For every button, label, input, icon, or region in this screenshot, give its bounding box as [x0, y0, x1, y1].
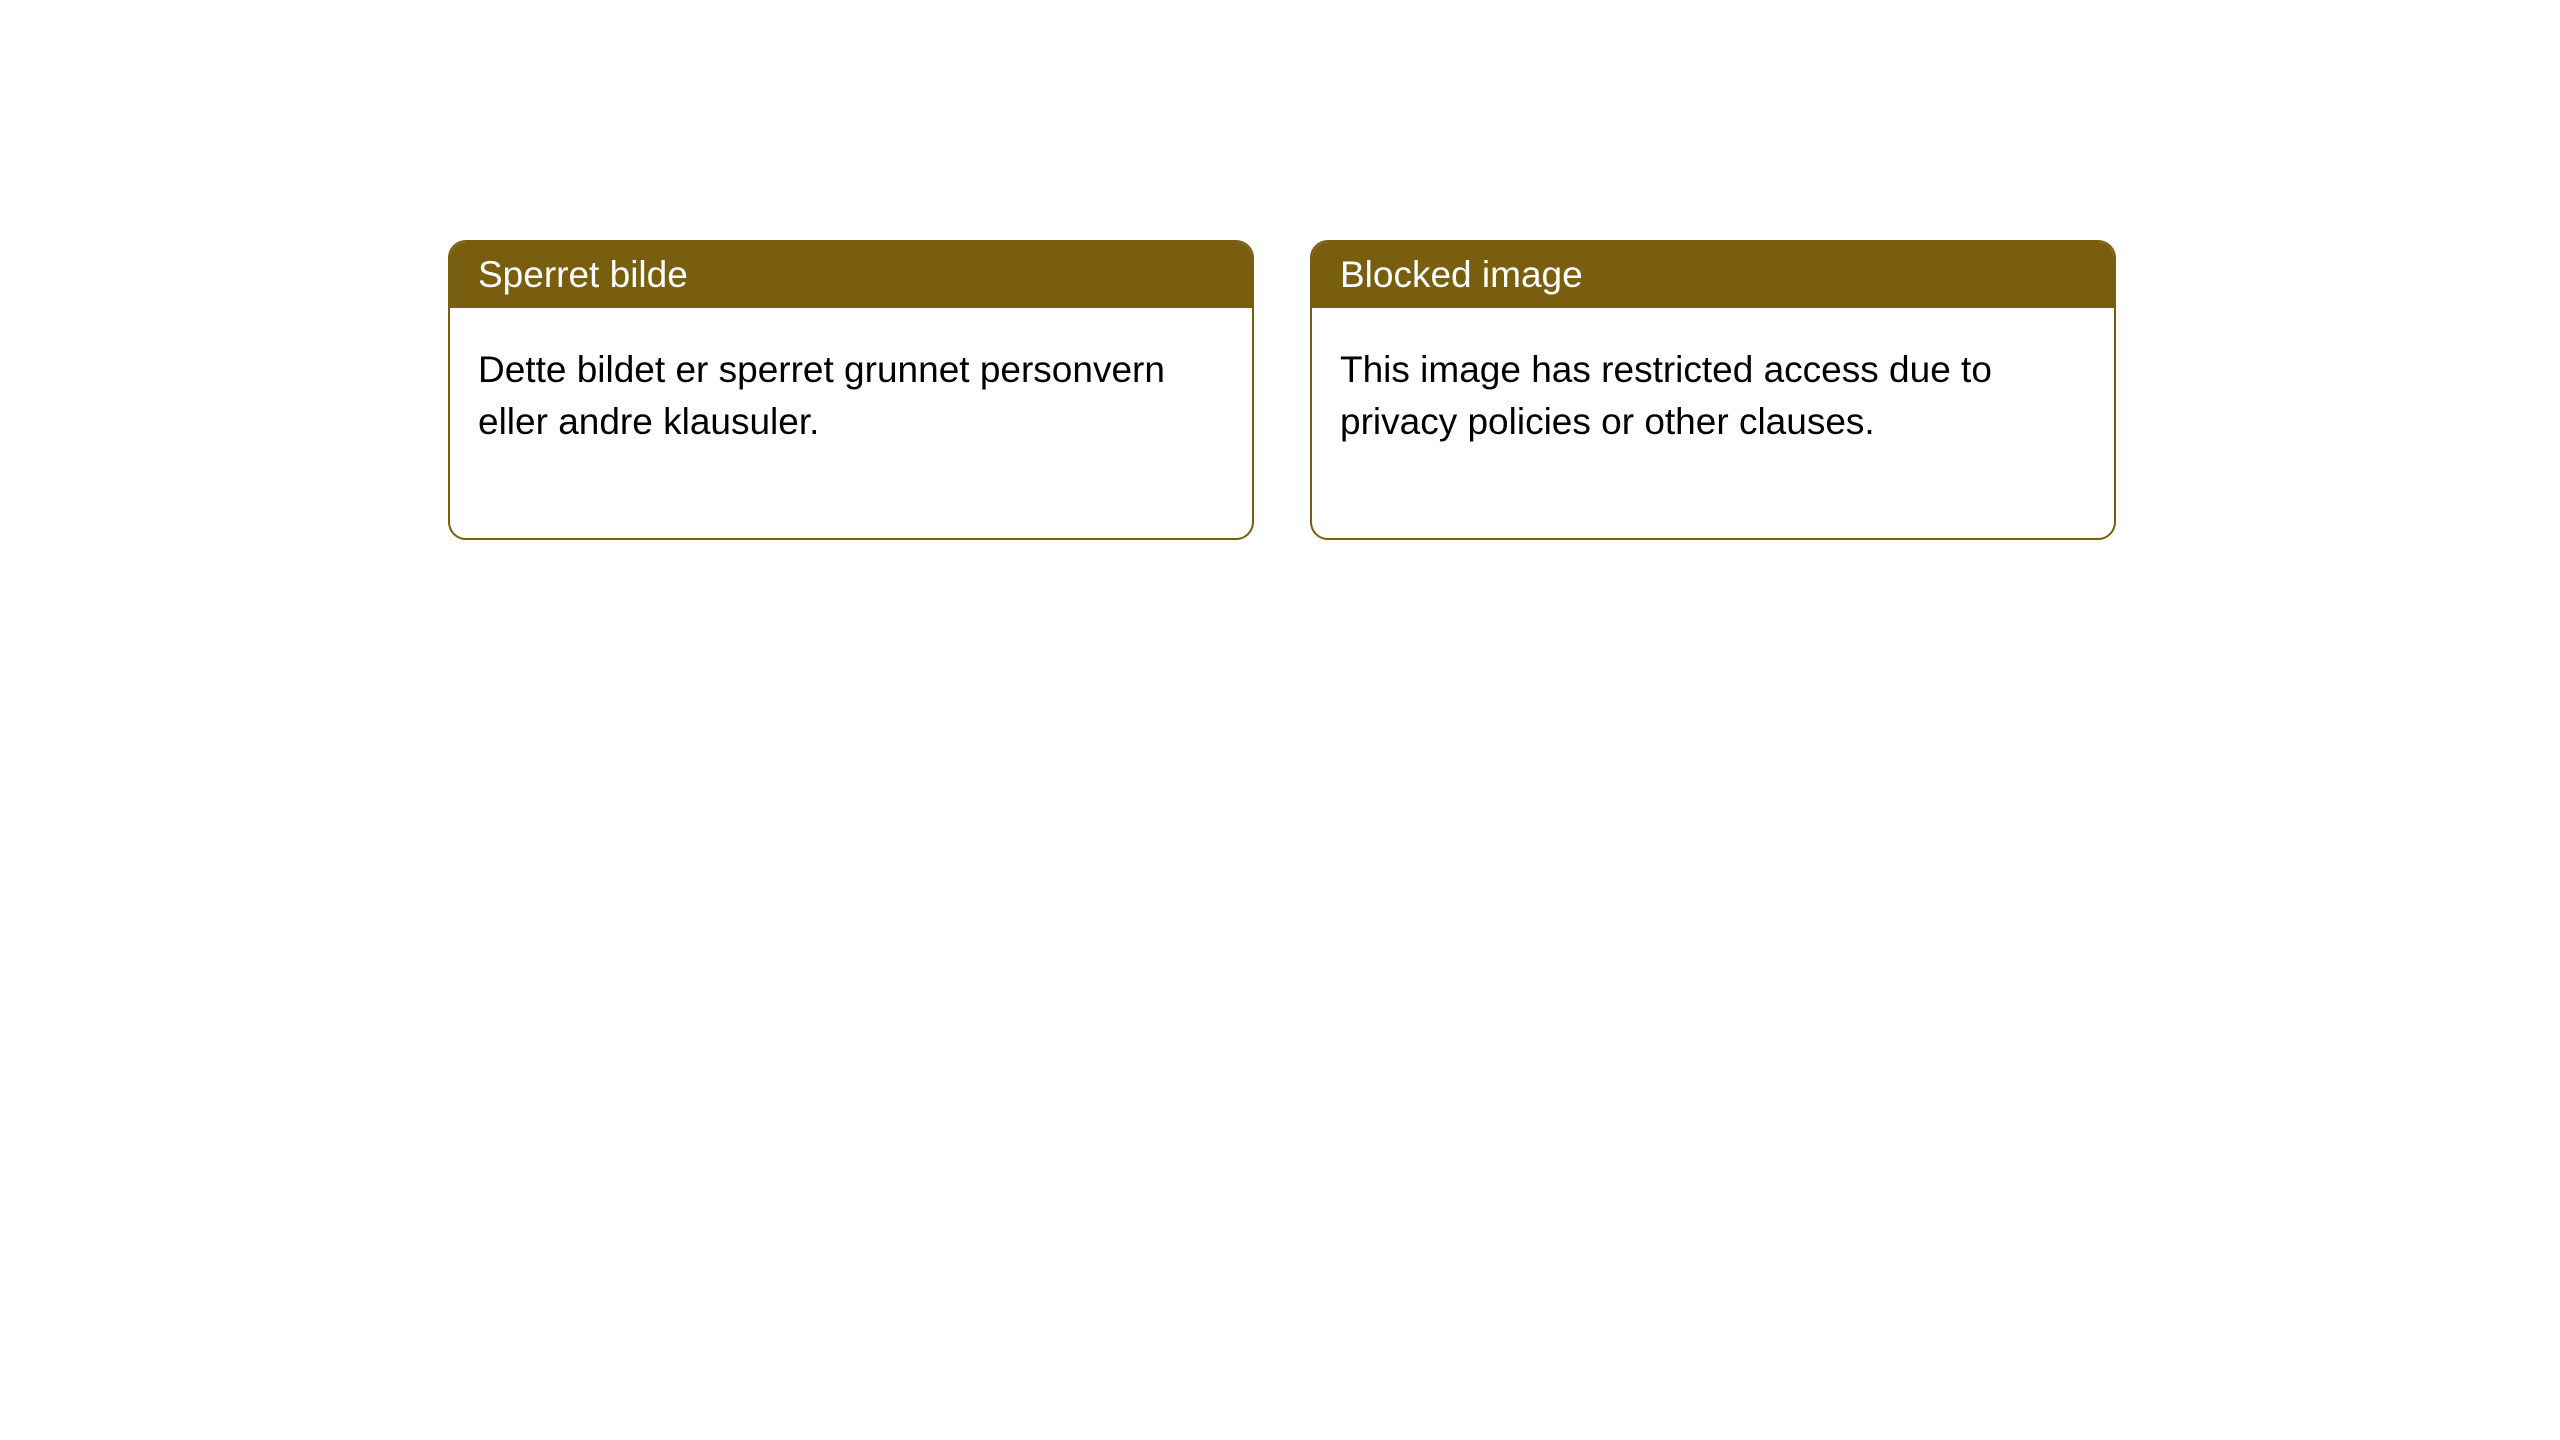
- notice-cards-container: Sperret bilde Dette bildet er sperret gr…: [448, 240, 2116, 540]
- notice-card-english: Blocked image This image has restricted …: [1310, 240, 2116, 540]
- card-title: Blocked image: [1340, 254, 1583, 295]
- card-body: This image has restricted access due to …: [1312, 308, 2114, 538]
- card-title: Sperret bilde: [478, 254, 688, 295]
- card-body: Dette bildet er sperret grunnet personve…: [450, 308, 1252, 538]
- card-body-text: This image has restricted access due to …: [1340, 349, 1992, 442]
- notice-card-norwegian: Sperret bilde Dette bildet er sperret gr…: [448, 240, 1254, 540]
- card-body-text: Dette bildet er sperret grunnet personve…: [478, 349, 1165, 442]
- card-header: Sperret bilde: [450, 242, 1252, 308]
- card-header: Blocked image: [1312, 242, 2114, 308]
